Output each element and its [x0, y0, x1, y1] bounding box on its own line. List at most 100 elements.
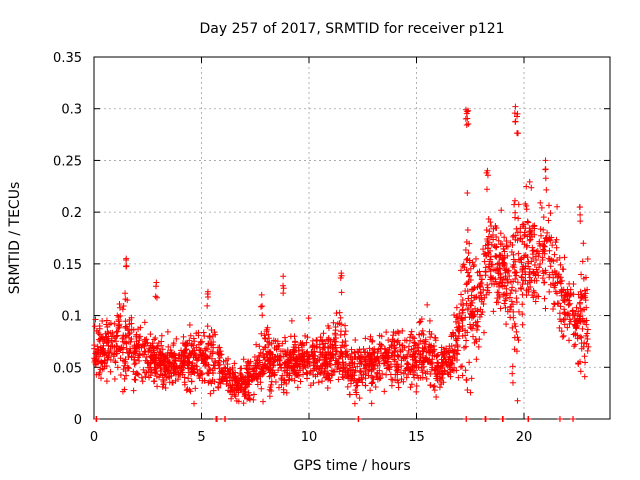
data-point [496, 260, 503, 267]
data-point [103, 378, 110, 385]
data-point [483, 227, 490, 234]
data-point [403, 374, 410, 381]
data-point [572, 330, 579, 337]
data-point [515, 308, 522, 315]
data-point [510, 308, 517, 315]
data-point [152, 334, 159, 341]
data-point [581, 353, 588, 360]
data-point [116, 300, 123, 307]
data-point [484, 287, 491, 294]
data-point [519, 311, 526, 318]
data-point [182, 340, 189, 347]
data-point [362, 335, 369, 342]
data-point [463, 256, 470, 263]
data-point [346, 360, 353, 367]
data-point [504, 243, 511, 250]
data-point [525, 219, 532, 226]
data-point [525, 286, 532, 293]
data-point [158, 332, 165, 339]
data-point [541, 295, 548, 302]
data-point [117, 355, 124, 362]
data-point [532, 298, 539, 305]
data-point [230, 387, 237, 394]
data-point [316, 365, 323, 372]
data-point [497, 305, 504, 312]
data-point [346, 391, 353, 398]
data-point [322, 361, 329, 368]
data-point [440, 353, 447, 360]
data-point [550, 305, 557, 312]
data-point [261, 361, 268, 368]
data-point [541, 243, 548, 250]
x-tick-label: 10 [301, 430, 318, 445]
data-point [541, 279, 548, 286]
data-point [272, 379, 279, 386]
data-point [214, 416, 221, 422]
data-point [244, 380, 251, 387]
data-point [559, 266, 566, 273]
data-point [585, 343, 592, 350]
data-point [415, 347, 422, 354]
data-point [450, 353, 457, 360]
data-point [511, 197, 518, 204]
data-point [457, 363, 464, 370]
data-point [324, 385, 331, 392]
data-point [93, 327, 100, 334]
data-point [216, 379, 223, 386]
data-point [415, 341, 422, 348]
data-point [334, 359, 341, 366]
data-point [534, 247, 541, 254]
data-point [291, 377, 298, 384]
data-point [584, 330, 591, 337]
data-point [502, 292, 509, 299]
data-point [98, 333, 105, 340]
data-point [238, 365, 245, 372]
data-point [523, 206, 530, 213]
data-point [561, 321, 568, 328]
data-point [570, 331, 577, 338]
data-point [95, 336, 102, 343]
data-point [184, 386, 191, 393]
data-point [187, 332, 194, 339]
data-point [487, 219, 494, 226]
data-point [456, 320, 463, 327]
data-point [324, 343, 331, 350]
data-point [208, 342, 215, 349]
data-point [188, 365, 195, 372]
data-point [556, 310, 563, 317]
data-point [369, 347, 376, 354]
data-point [258, 330, 265, 337]
data-point [255, 372, 262, 379]
data-point [473, 356, 480, 363]
data-point [579, 258, 586, 265]
data-point [424, 301, 431, 308]
data-point [459, 332, 466, 339]
data-point [584, 347, 591, 354]
data-point [453, 304, 460, 311]
data-point [137, 324, 144, 331]
data-point [321, 353, 328, 360]
data-point [582, 359, 589, 366]
data-point [402, 367, 409, 374]
data-point [542, 267, 549, 274]
data-point [470, 313, 477, 320]
data-point [468, 325, 475, 332]
data-point [94, 351, 101, 358]
data-point [584, 286, 591, 293]
data-point [178, 351, 185, 358]
data-point [472, 255, 479, 262]
data-point [215, 383, 222, 390]
data-point [496, 293, 503, 300]
data-point [356, 395, 363, 402]
data-point [290, 362, 297, 369]
data-point [399, 342, 406, 349]
data-point [265, 358, 272, 365]
data-point [474, 323, 481, 330]
data-point [542, 166, 549, 173]
data-point [464, 189, 471, 196]
data-point [584, 326, 591, 333]
data-point [356, 346, 363, 353]
data-point [451, 312, 458, 319]
data-point [181, 359, 188, 366]
data-point [513, 295, 520, 302]
